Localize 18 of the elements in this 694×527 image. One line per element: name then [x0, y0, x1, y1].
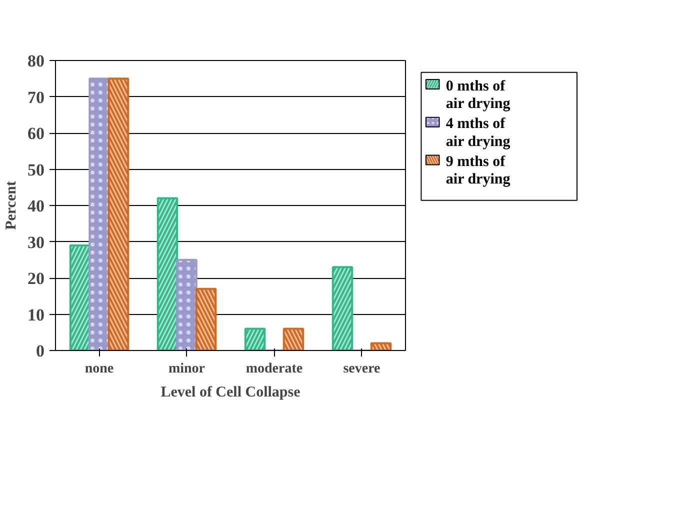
y-tick-label: 80 — [28, 52, 44, 70]
y-tick-label: 50 — [28, 160, 44, 180]
x-tick-label: minor — [168, 362, 206, 376]
x-tick-label: severe — [343, 362, 380, 376]
legend-label: 4 mths of air drying — [446, 116, 511, 150]
x-axis-title: Level of Cell Collapse — [160, 384, 301, 400]
legend-label: 9 mths of air drying — [446, 154, 511, 188]
y-tick-label: 10 — [28, 305, 44, 324]
y-tick-label: 0 — [36, 342, 44, 360]
legend-label: 0 mths of air drying — [446, 78, 511, 112]
y-tick-label: 60 — [28, 124, 44, 143]
y-tick-label: 40 — [28, 196, 44, 216]
y-tick-label: 30 — [28, 232, 44, 252]
y-tick-label: 20 — [28, 269, 44, 288]
x-tick-label: moderate — [246, 362, 303, 376]
y-axis-title: Percent — [4, 181, 20, 230]
y-tick-label: 70 — [28, 88, 44, 107]
x-tick-label: none — [84, 362, 114, 376]
